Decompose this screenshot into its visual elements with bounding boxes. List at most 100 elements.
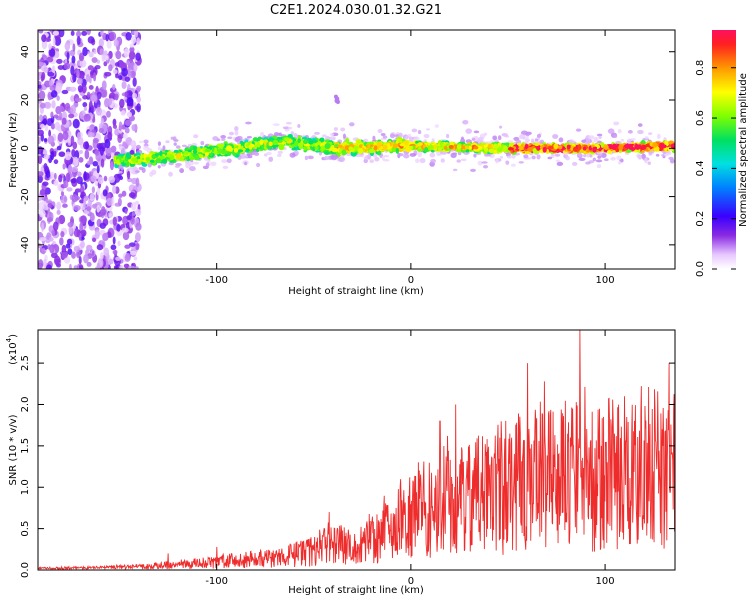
noise-blob <box>86 261 92 267</box>
halo-blob <box>430 158 436 164</box>
colorbar: 0.0 0.2 0.4 0.6 0.8 Normalized spectral ampl… <box>695 30 749 277</box>
noise-blob <box>53 159 59 165</box>
noise-blob <box>133 63 138 72</box>
noise-blob <box>126 215 132 221</box>
noise-blob <box>43 154 50 160</box>
noise-blob <box>74 97 82 102</box>
noise-blob <box>113 39 119 47</box>
band-blob <box>155 157 162 164</box>
halo-blob <box>268 156 274 162</box>
noise-blob <box>83 106 87 112</box>
halo-blob <box>507 140 514 144</box>
halo-blob <box>637 123 643 127</box>
halo-blob <box>234 130 239 136</box>
band-blob <box>316 141 321 146</box>
spectrogram-y-tick-label: -20 <box>20 188 31 204</box>
band-blob <box>428 144 434 151</box>
halo-blob <box>554 153 561 157</box>
noise-blob <box>80 215 87 225</box>
noise-blob <box>127 67 132 77</box>
noise-blob <box>81 84 87 94</box>
spectrogram-y-tick-label: 20 <box>20 94 31 107</box>
noise-blob <box>103 61 108 67</box>
noise-blob <box>92 137 99 144</box>
noise-blob <box>71 194 79 203</box>
noise-blob <box>62 131 69 141</box>
band-blob <box>125 162 130 168</box>
band-blob <box>456 144 462 150</box>
halo-blob <box>620 138 625 142</box>
noise-blob <box>83 113 91 122</box>
noise-blob <box>121 190 127 197</box>
noise-blob <box>52 36 56 47</box>
band-blob <box>344 145 350 151</box>
halo-blob <box>172 136 177 142</box>
noise-blob <box>83 197 87 208</box>
halo-blob <box>124 144 129 148</box>
halo-blob <box>381 156 385 160</box>
noise-blob <box>96 91 102 100</box>
band-blob <box>618 144 624 151</box>
halo-blob <box>374 156 380 162</box>
noise-blob <box>38 259 44 269</box>
noise-blob <box>48 43 52 50</box>
band-blob <box>382 145 388 150</box>
noise-blob <box>123 48 130 58</box>
noise-blob <box>112 69 118 75</box>
noise-blob <box>39 102 46 109</box>
halo-blob <box>547 156 553 160</box>
halo-blob <box>130 169 138 175</box>
noise-blob <box>70 104 77 114</box>
noise-blob <box>101 80 107 91</box>
colorbar-tick-label: 0.4 <box>695 160 706 176</box>
noise-blob <box>105 232 109 241</box>
noise-blob <box>58 151 66 157</box>
noise-blob <box>87 160 91 166</box>
noise-blob <box>103 89 108 98</box>
noise-blob <box>114 62 120 67</box>
noise-blob <box>44 124 49 131</box>
halo-blob <box>228 131 234 136</box>
noise-blob <box>73 265 79 269</box>
band-blob <box>524 143 529 150</box>
halo-blob <box>596 164 602 169</box>
halo-blob <box>157 146 162 151</box>
halo-blob <box>452 152 458 155</box>
halo-blob <box>565 156 570 161</box>
halo-blob <box>118 171 123 174</box>
band-blob <box>237 149 244 153</box>
spectrogram-panel: -100 0 100 -40 -20 0 20 40 Height of straight … <box>8 29 676 297</box>
spectrogram-y-tick-label: -40 <box>20 237 31 253</box>
colorbar-gradient <box>712 30 736 269</box>
halo-blob <box>534 138 539 142</box>
noise-blob <box>40 123 45 129</box>
noise-blob <box>96 59 100 64</box>
halo-blob <box>536 154 541 160</box>
noise-blob <box>94 149 100 156</box>
spectrogram-x-tick-label: -100 <box>205 275 228 286</box>
noise-blob <box>56 145 62 151</box>
halo-blob <box>470 168 476 172</box>
band-blob <box>248 144 253 150</box>
band-blob <box>473 145 479 150</box>
noise-blob <box>112 216 117 226</box>
band-blob <box>314 146 319 150</box>
halo-blob <box>499 125 503 129</box>
halo-blob <box>613 134 618 138</box>
band-blob <box>547 145 554 150</box>
halo-blob <box>226 158 232 164</box>
halo-blob <box>556 161 564 167</box>
snr-x-tick-label: 100 <box>596 576 615 587</box>
noise-blob <box>72 43 76 52</box>
halo-blob <box>234 126 239 132</box>
halo-blob <box>597 155 602 159</box>
band-blob <box>131 157 138 163</box>
noise-blob <box>89 193 95 201</box>
noise-blob <box>76 30 82 38</box>
halo-blob <box>187 143 192 147</box>
noise-blob <box>61 89 69 95</box>
noise-blob <box>71 251 76 259</box>
colorbar-tick-label: 0.0 <box>695 261 706 277</box>
band-blob <box>303 145 307 151</box>
